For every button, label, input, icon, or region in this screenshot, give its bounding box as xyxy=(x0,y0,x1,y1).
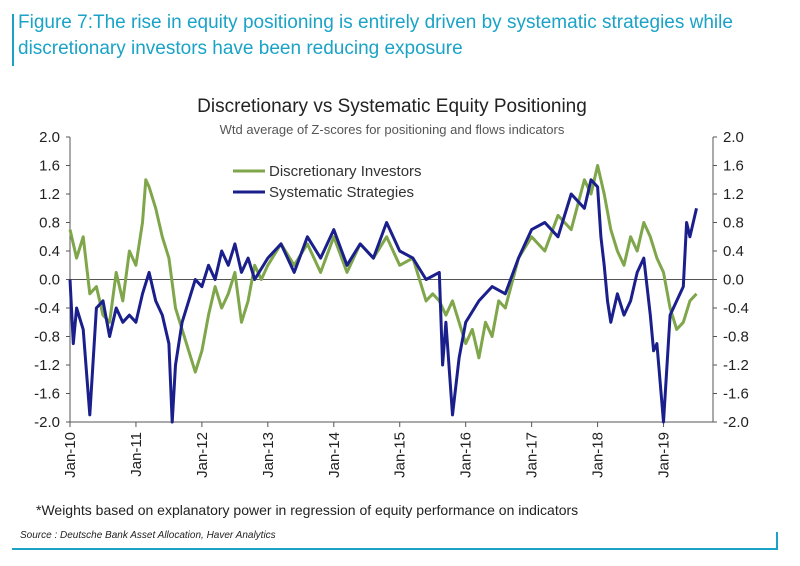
y-tick-label-left: -0.8 xyxy=(34,329,60,346)
chart-title: Discretionary vs Systematic Equity Posit… xyxy=(197,96,587,117)
y-tick-label-left: 1.2 xyxy=(39,186,60,203)
x-tick-label: Jan-17 xyxy=(524,432,541,478)
source-note: Source : Deutsche Bank Asset Allocation,… xyxy=(20,530,276,541)
y-tick-label-right: -0.4 xyxy=(723,300,749,317)
x-tick-label: Jan-14 xyxy=(326,432,343,478)
y-tick-label-right: -0.8 xyxy=(723,329,749,346)
y-tick-label-right: 2.0 xyxy=(723,129,744,146)
frame-left-rule xyxy=(12,14,14,66)
y-tick-label-left: 0.4 xyxy=(39,243,60,260)
x-tick-label: Jan-13 xyxy=(260,432,277,478)
legend-label-systematic: Systematic Strategies xyxy=(269,184,414,201)
y-tick-label-right: -1.6 xyxy=(723,386,749,403)
y-tick-label-right: 1.2 xyxy=(723,186,744,203)
y-tick-label-left: -0.4 xyxy=(34,300,60,317)
y-tick-label-left: 0.8 xyxy=(39,215,60,232)
x-tick-label: Jan-16 xyxy=(458,432,475,478)
y-tick-label-left: 0.0 xyxy=(39,272,60,289)
legend-label-discretionary: Discretionary Investors xyxy=(269,163,422,180)
y-tick-label-left: -1.6 xyxy=(34,386,60,403)
x-tick-label: Jan-10 xyxy=(62,432,79,478)
figure-title: Figure 7:The rise in equity positioning … xyxy=(18,12,733,59)
frame-bottom-rule xyxy=(12,548,778,550)
y-tick-label-right: 1.6 xyxy=(723,158,744,175)
y-tick-label-right: -1.2 xyxy=(723,357,749,374)
y-tick-label-left: 2.0 xyxy=(39,129,60,146)
y-tick-label-left: -2.0 xyxy=(34,414,60,431)
y-tick-label-right: 0.8 xyxy=(723,215,744,232)
y-tick-label-right: 0.4 xyxy=(723,243,744,260)
x-tick-label: Jan-19 xyxy=(656,432,673,478)
footnote: *Weights based on explanatory power in r… xyxy=(36,502,579,518)
chart-subtitle: Wtd average of Z-scores for positioning … xyxy=(220,122,565,137)
y-tick-label-right: -2.0 xyxy=(723,414,749,431)
x-tick-label: Jan-18 xyxy=(590,432,607,478)
y-tick-label-left: -1.2 xyxy=(34,357,60,374)
y-tick-label-right: 0.0 xyxy=(723,272,744,289)
x-tick-label: Jan-12 xyxy=(194,432,211,478)
x-tick-label: Jan-11 xyxy=(128,432,145,477)
series-line-systematic xyxy=(68,178,698,424)
frame-right-rule xyxy=(776,532,778,550)
y-tick-label-left: 1.6 xyxy=(39,158,60,175)
x-tick-label: Jan-15 xyxy=(392,432,409,478)
